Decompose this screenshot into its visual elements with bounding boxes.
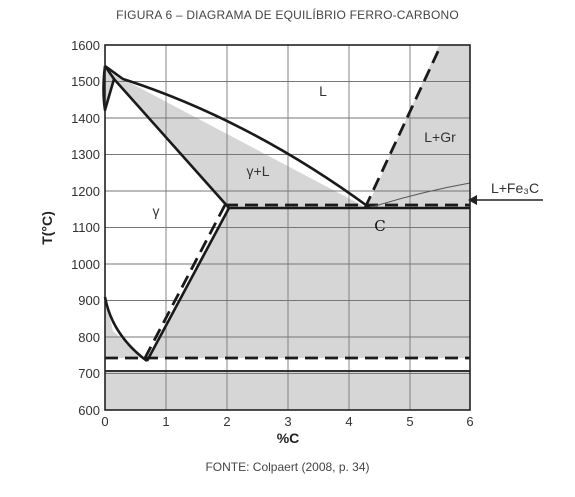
y-tick-600: 600 <box>78 403 100 418</box>
y-tick-1100: 1100 <box>72 220 100 235</box>
y-tick-900: 900 <box>78 293 100 308</box>
graphite-liquidus <box>363 44 443 209</box>
region-label-liquid-cementite: L+Fe₃C <box>491 180 539 196</box>
x-ticks: 0 1 2 3 4 5 6 <box>101 414 473 429</box>
x-tick-4: 4 <box>345 414 352 429</box>
liquidus-line <box>104 64 371 210</box>
a3-line <box>103 296 148 363</box>
cementite-liquidus <box>371 182 471 208</box>
region-label-austenite: γ <box>153 203 160 219</box>
y-tick-1600: 1600 <box>71 38 100 53</box>
y-tick-700: 700 <box>78 366 100 381</box>
solidus-line <box>103 65 230 209</box>
x-axis-label: %C <box>277 430 300 446</box>
region-label-liquid: L <box>319 83 327 99</box>
y-tick-1300: 1300 <box>71 147 100 162</box>
y-tick-1500: 1500 <box>71 74 100 89</box>
x-tick-0: 0 <box>101 414 108 429</box>
figure-source: FONTE: Colpaert (2008, p. 34) <box>205 460 370 474</box>
liquid-region-fill <box>105 45 439 208</box>
austenite-region-fill <box>105 79 229 361</box>
y-tick-1400: 1400 <box>71 111 100 126</box>
grid <box>105 45 470 410</box>
x-tick-5: 5 <box>406 414 413 429</box>
x-tick-3: 3 <box>284 414 291 429</box>
plot-frame <box>104 44 471 411</box>
y-ticks: 600 700 800 900 1000 1100 1200 1300 1400… <box>71 38 100 418</box>
eutectic-point-label: C <box>374 217 385 235</box>
graphite-lines <box>105 44 470 360</box>
x-tick-6: 6 <box>466 414 473 429</box>
figure-title: FIGURA 6 – DIAGRAMA DE EQUILÍBRIO FERRO-… <box>116 8 459 22</box>
x-tick-1: 1 <box>162 414 169 429</box>
eutectoid-band-fill <box>105 358 470 370</box>
y-axis-label: T(°C) <box>39 211 55 245</box>
y-tick-800: 800 <box>78 330 100 345</box>
x-tick-2: 2 <box>223 414 230 429</box>
region-label-liquid-graphite: L+Gr <box>424 129 456 145</box>
graphite-acm <box>143 204 227 359</box>
pointer-arrowhead <box>468 195 477 205</box>
y-tick-1000: 1000 <box>71 257 100 272</box>
y-tick-1200: 1200 <box>71 184 100 199</box>
acm-line <box>145 207 231 362</box>
region-label-austenite-liquid: γ+L <box>247 163 270 179</box>
